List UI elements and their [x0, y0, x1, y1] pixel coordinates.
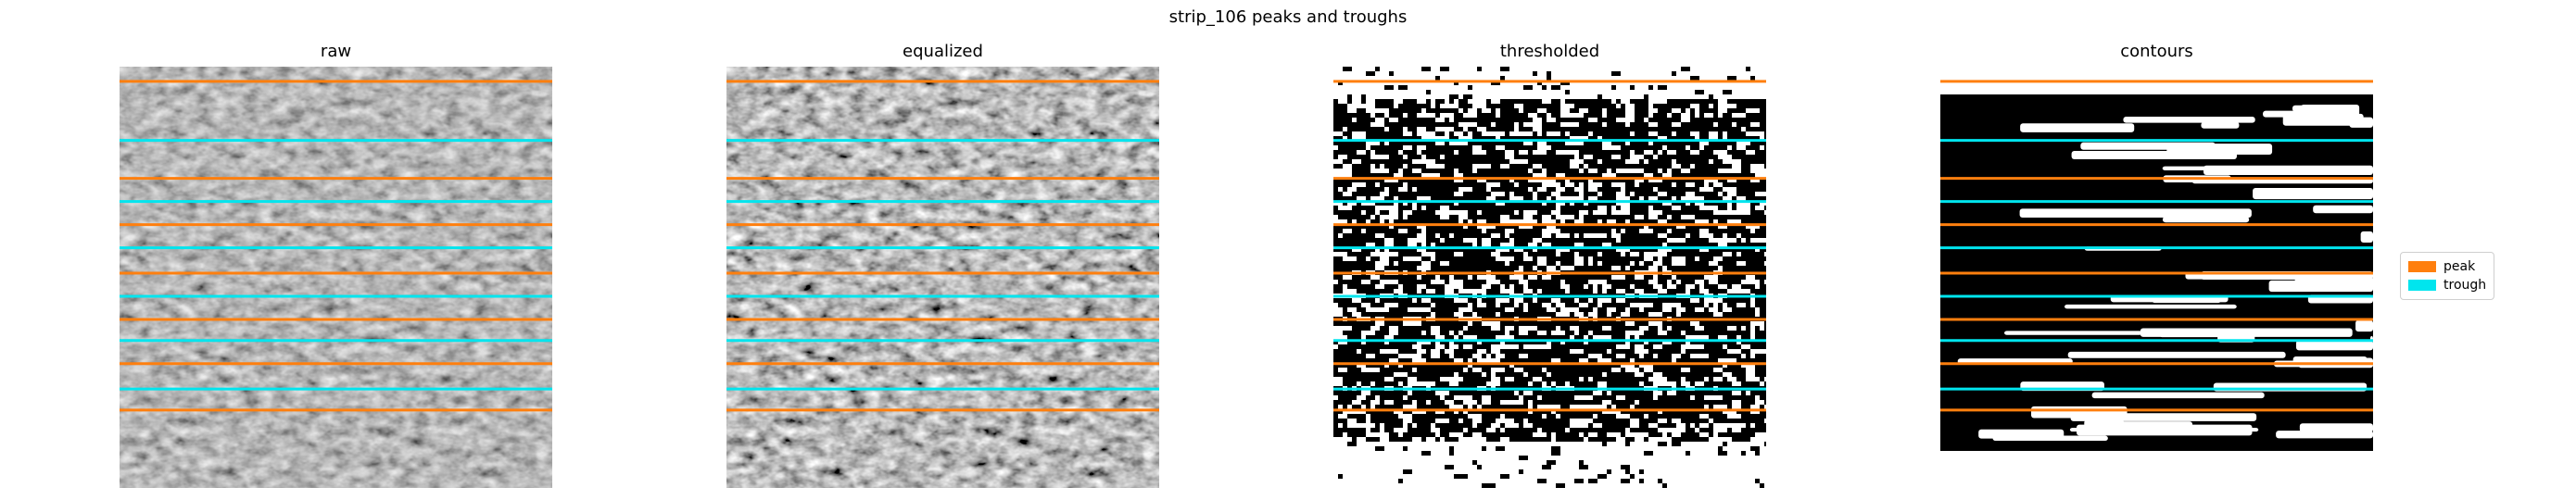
threshold-pixels — [1333, 67, 1766, 488]
panel-contours: contours — [1940, 42, 2373, 488]
panel-title-raw: raw — [320, 42, 352, 61]
panel-title-equalized: equalized — [903, 42, 983, 61]
legend-label-peak: peak — [2443, 259, 2476, 274]
thresholded-image — [1333, 67, 1766, 488]
panel-equalized: equalized — [726, 42, 1159, 488]
contours-image — [1940, 67, 2373, 488]
trough-swatch — [2408, 280, 2436, 291]
contours-line-group — [1940, 80, 2373, 412]
peak-swatch — [2408, 261, 2436, 272]
raw-line-group — [120, 80, 552, 412]
raw-image — [120, 67, 552, 488]
legend-item-trough: trough — [2408, 277, 2486, 294]
equalized-image — [726, 67, 1159, 488]
figure-title: strip_106 peaks and troughs — [1168, 7, 1408, 27]
contour-shapes — [1940, 67, 2373, 488]
panel-raw: raw — [120, 42, 552, 488]
panel-title-contours: contours — [2120, 42, 2193, 61]
legend: peak trough — [2400, 252, 2494, 300]
panel-thresholded: thresholded — [1333, 42, 1766, 488]
equalized-line-group — [726, 80, 1159, 412]
panel-title-thresholded: thresholded — [1499, 42, 1600, 61]
thresholded-line-group — [1333, 80, 1766, 412]
legend-item-peak: peak — [2408, 258, 2475, 275]
legend-label-trough: trough — [2443, 278, 2487, 293]
